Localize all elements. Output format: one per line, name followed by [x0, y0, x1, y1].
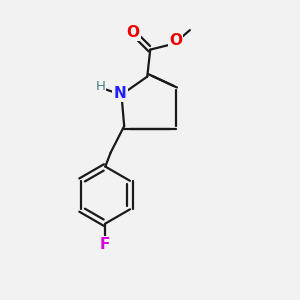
Text: F: F [100, 237, 110, 252]
Text: O: O [126, 25, 139, 40]
Text: O: O [169, 33, 182, 48]
Text: H: H [95, 80, 105, 93]
Text: N: N [114, 86, 126, 101]
